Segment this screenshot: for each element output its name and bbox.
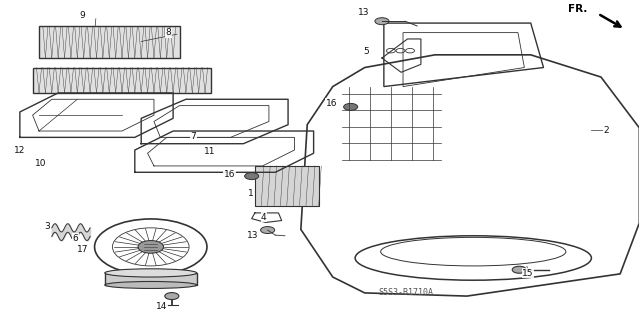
- Text: 4: 4: [261, 213, 267, 222]
- Circle shape: [244, 173, 259, 180]
- Text: 15: 15: [522, 269, 534, 278]
- FancyBboxPatch shape: [39, 26, 179, 58]
- Circle shape: [138, 241, 164, 253]
- Text: 1: 1: [248, 189, 253, 198]
- Text: 8: 8: [166, 28, 172, 37]
- Text: 2: 2: [604, 126, 609, 135]
- Text: 13: 13: [358, 8, 369, 18]
- Circle shape: [512, 266, 526, 273]
- FancyBboxPatch shape: [33, 68, 211, 93]
- Circle shape: [260, 226, 275, 234]
- Text: 6: 6: [72, 234, 78, 243]
- Circle shape: [344, 103, 358, 110]
- Text: 16: 16: [223, 170, 235, 179]
- Circle shape: [375, 18, 389, 25]
- Text: FR.: FR.: [568, 4, 587, 14]
- Bar: [105, 273, 196, 285]
- Text: 12: 12: [14, 145, 26, 155]
- Text: 11: 11: [204, 147, 216, 156]
- Ellipse shape: [105, 281, 196, 288]
- Text: 9: 9: [79, 11, 85, 20]
- Text: 17: 17: [77, 245, 88, 254]
- Text: 7: 7: [191, 132, 196, 141]
- Ellipse shape: [105, 269, 196, 277]
- Circle shape: [165, 293, 179, 300]
- Text: 16: 16: [326, 99, 337, 108]
- Text: S5S3-B1710A: S5S3-B1710A: [379, 288, 434, 297]
- FancyBboxPatch shape: [255, 166, 319, 206]
- Text: 13: 13: [246, 231, 258, 240]
- Text: 14: 14: [156, 302, 167, 311]
- Text: 5: 5: [364, 47, 369, 56]
- Text: 10: 10: [35, 159, 46, 168]
- Text: 3: 3: [44, 222, 49, 231]
